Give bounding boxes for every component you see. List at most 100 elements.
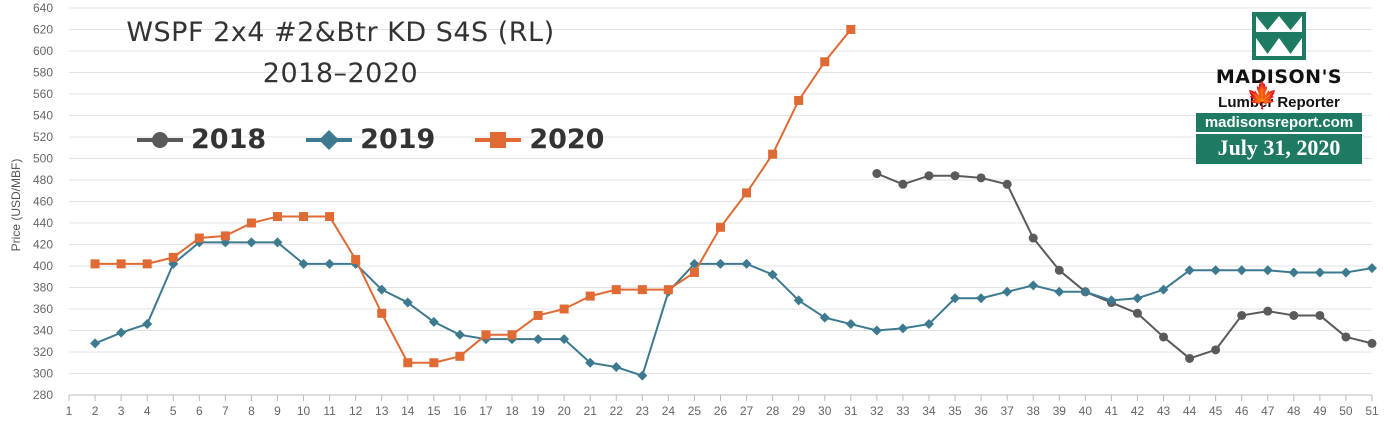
x-tick-label: 46 <box>1235 404 1249 418</box>
data-point-2018 <box>1341 332 1351 342</box>
data-point-2020 <box>820 57 830 67</box>
y-tick-label: 540 <box>33 109 53 123</box>
data-point-2018 <box>1185 353 1195 363</box>
data-point-2019 <box>559 334 570 345</box>
data-point-2018 <box>1159 332 1169 342</box>
data-point-2020 <box>299 212 309 222</box>
legend-label-2019: 2019 <box>360 124 436 155</box>
data-point-2019 <box>637 370 648 381</box>
data-point-2019 <box>871 325 882 336</box>
data-point-2020 <box>403 358 413 368</box>
data-point-2019 <box>1054 286 1065 297</box>
legend-item-2020: 2020 <box>475 124 604 155</box>
series-2018 <box>872 169 1377 363</box>
x-tick-label: 11 <box>323 404 336 418</box>
maple-leaf-icon: 🍁 <box>1246 80 1279 110</box>
data-point-2019 <box>324 258 335 269</box>
data-point-2019 <box>376 284 387 295</box>
data-point-2019 <box>116 327 127 338</box>
madisons-tree-icon <box>1252 12 1306 60</box>
x-tick-label: 23 <box>636 404 650 418</box>
x-tick-label: 31 <box>844 404 858 418</box>
x-tick-label: 42 <box>1131 404 1145 418</box>
x-tick-label: 4 <box>144 404 151 418</box>
chart-title-line-1: WSPF 2x4 #2&Btr KD S4S (RL) <box>126 17 555 48</box>
x-tick-label: 7 <box>222 404 229 418</box>
x-tick-label: 1 <box>66 404 73 418</box>
data-point-2019 <box>845 319 856 330</box>
data-point-2019 <box>793 295 804 306</box>
data-point-2019 <box>428 316 439 327</box>
data-point-2019 <box>1080 286 1091 297</box>
data-point-2020 <box>90 259 100 269</box>
x-tick-label: 44 <box>1183 404 1197 418</box>
x-tick-label: 38 <box>1027 404 1041 418</box>
y-tick-label: 620 <box>33 23 53 37</box>
data-point-2018 <box>1367 338 1377 348</box>
data-point-2020 <box>377 308 387 318</box>
y-tick-label: 440 <box>33 216 53 230</box>
x-tick-label: 10 <box>297 404 311 418</box>
madisons-logo: MADISON'S Lumber Reporter 🍁 madisonsrepo… <box>1196 12 1362 164</box>
x-tick-label: 40 <box>1079 404 1093 418</box>
x-tick-label: 20 <box>557 404 571 418</box>
x-tick-label: 33 <box>896 404 910 418</box>
legend-label-2018: 2018 <box>191 124 267 155</box>
logo-date: July 31, 2020 <box>1196 134 1362 164</box>
data-point-2019 <box>1002 286 1013 297</box>
x-tick-label: 30 <box>818 404 832 418</box>
data-point-2019 <box>1158 284 1169 295</box>
data-point-2019 <box>923 319 934 330</box>
y-tick-label: 580 <box>33 66 53 80</box>
y-tick-label: 640 <box>33 1 53 15</box>
y-tick-label: 460 <box>33 195 53 209</box>
chart-title: WSPF 2x4 #2&Btr KD S4S (RL) 2018–2020 <box>108 14 573 96</box>
data-point-2019 <box>1210 265 1221 276</box>
data-point-2019 <box>142 319 153 330</box>
x-tick-label: 6 <box>196 404 203 418</box>
data-point-2019 <box>1028 280 1039 291</box>
data-point-2018 <box>1002 179 1012 189</box>
y-tick-label: 560 <box>33 87 53 101</box>
y-tick-label: 380 <box>33 281 53 295</box>
data-point-2020 <box>429 358 439 368</box>
data-point-2020 <box>742 188 752 198</box>
x-tick-label: 24 <box>662 404 676 418</box>
data-point-2018 <box>1054 265 1064 275</box>
data-point-2020 <box>689 267 699 277</box>
data-point-2019 <box>1262 265 1273 276</box>
data-point-2018 <box>1315 310 1325 320</box>
y-tick-label: 420 <box>33 238 53 252</box>
x-tick-label: 34 <box>922 404 936 418</box>
data-point-2019 <box>950 293 961 304</box>
x-tick-label: 29 <box>792 404 806 418</box>
data-point-2020 <box>559 304 569 314</box>
data-point-2020 <box>768 149 778 159</box>
logo-url: madisonsreport.com <box>1196 113 1362 132</box>
data-point-2020 <box>794 95 804 105</box>
data-point-2020 <box>716 222 725 232</box>
x-tick-label: 27 <box>740 404 754 418</box>
data-point-2019 <box>767 269 778 280</box>
data-point-2018 <box>950 171 960 181</box>
x-tick-label: 28 <box>766 404 780 418</box>
data-point-2020 <box>168 252 178 262</box>
x-tick-label: 2 <box>92 404 99 418</box>
data-point-2020 <box>533 310 543 320</box>
y-tick-label: 280 <box>33 388 53 402</box>
x-tick-label: 35 <box>948 404 962 418</box>
y-axis-label: Price (USD/MBF) <box>9 159 23 252</box>
data-point-2019 <box>1367 263 1377 274</box>
data-point-2020 <box>246 218 256 228</box>
x-tick-label: 48 <box>1287 404 1301 418</box>
chart-title-line-2: 2018–2020 <box>262 58 419 89</box>
legend-item-2018: 2018 <box>137 124 266 155</box>
data-point-2019 <box>1132 293 1143 304</box>
axes: 2803003203403603804004204404604805005205… <box>33 1 1379 418</box>
series-2020 <box>90 25 856 368</box>
data-point-2019 <box>533 334 544 345</box>
data-point-2018 <box>1289 310 1299 320</box>
x-tick-label: 13 <box>375 404 389 418</box>
data-point-2020 <box>325 212 335 222</box>
data-point-2018 <box>976 173 986 183</box>
